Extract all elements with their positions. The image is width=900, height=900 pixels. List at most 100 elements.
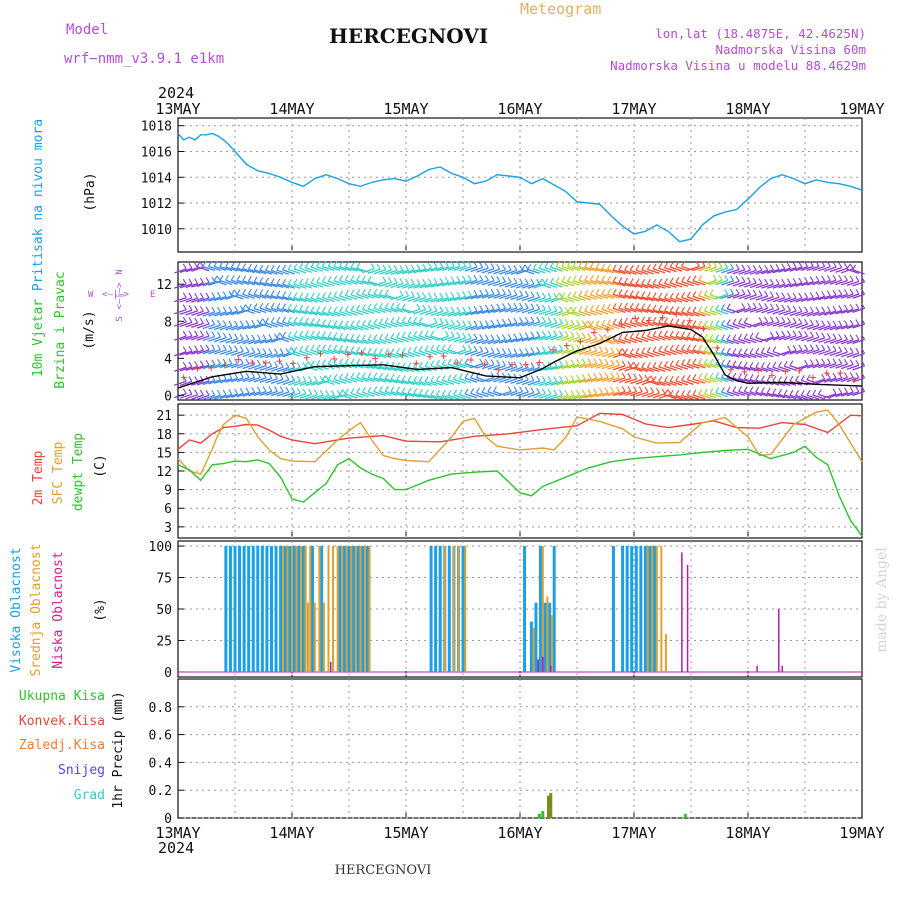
wind-barb bbox=[675, 364, 689, 370]
wind-barb bbox=[732, 365, 746, 371]
wind-barb bbox=[840, 280, 854, 286]
wind-barb bbox=[806, 379, 820, 385]
wind-barb bbox=[185, 394, 198, 400]
wind-barb-flag bbox=[339, 333, 344, 339]
wind-barb-flag bbox=[567, 306, 572, 313]
wind-barb-flag bbox=[641, 316, 646, 323]
wind-barb-flag bbox=[304, 361, 309, 367]
wind-barb-flag bbox=[199, 389, 204, 396]
wind-barb bbox=[664, 349, 677, 356]
high-cloud-bar bbox=[643, 546, 647, 672]
wind-barb bbox=[521, 321, 535, 327]
wind-barb bbox=[373, 307, 386, 314]
wind-barb bbox=[635, 295, 649, 301]
wind-barb bbox=[487, 391, 500, 397]
gust-mark bbox=[440, 353, 447, 360]
wind-barb-flag bbox=[855, 372, 860, 378]
wind-barb-flag bbox=[747, 302, 752, 309]
wind-barb-flag bbox=[524, 316, 529, 323]
wind-barb-flag bbox=[798, 306, 803, 312]
wind-barb-flag bbox=[299, 263, 304, 269]
wind-barb bbox=[766, 268, 780, 274]
wind-barb-flag bbox=[350, 262, 355, 268]
wind-barb-flag bbox=[390, 302, 395, 309]
wind-barb bbox=[174, 366, 187, 372]
wind-barb bbox=[498, 281, 512, 288]
wind-barb bbox=[590, 279, 603, 285]
wind-barb bbox=[498, 269, 512, 275]
wind-barb-flag bbox=[855, 288, 860, 295]
wind-barb-flag bbox=[496, 319, 501, 325]
wind-barb-flag bbox=[441, 390, 446, 396]
wind-barb bbox=[795, 335, 808, 341]
high-cloud-bar bbox=[347, 546, 351, 672]
gust-mark bbox=[208, 364, 215, 371]
wind-barb bbox=[384, 307, 398, 313]
wind-barb-flag bbox=[304, 292, 309, 299]
wind-barb bbox=[755, 269, 768, 275]
wind-barb bbox=[578, 349, 592, 356]
wind-barb bbox=[362, 293, 375, 299]
wind-barb-flag bbox=[844, 289, 848, 295]
y-tick-label: 12 bbox=[156, 465, 172, 480]
wind-barb bbox=[573, 280, 586, 286]
gust-mark bbox=[563, 342, 570, 349]
wind-barb bbox=[441, 379, 455, 386]
wind-barb-flag bbox=[806, 389, 811, 396]
wind-barb-flag bbox=[319, 389, 324, 396]
wind-barb bbox=[618, 338, 632, 344]
wind-barb bbox=[561, 324, 575, 330]
wind-barb-flag bbox=[276, 278, 281, 285]
wind-barb bbox=[356, 392, 369, 398]
wind-barb bbox=[174, 283, 187, 289]
wind-barb-flag bbox=[559, 306, 563, 312]
wind-barb-flag bbox=[772, 361, 777, 368]
wind-barb-flag bbox=[646, 331, 651, 337]
date-tick-label-bottom: 17MAY bbox=[611, 824, 656, 842]
wind-barb-flag bbox=[396, 303, 401, 309]
wind-barb-flag bbox=[422, 292, 427, 298]
wind-barb-flag bbox=[587, 358, 592, 364]
wind-barb-flag bbox=[217, 291, 221, 298]
wind-barb-flag bbox=[787, 330, 791, 337]
wind-barb bbox=[510, 269, 523, 275]
high-cloud-bar bbox=[279, 546, 283, 672]
wind-barb-flag bbox=[635, 316, 640, 323]
wind-barb-flag bbox=[681, 390, 686, 396]
wind-barb bbox=[681, 336, 694, 342]
wind-barb bbox=[829, 350, 842, 357]
wind-barb bbox=[789, 266, 803, 272]
wind-barb bbox=[635, 352, 649, 358]
wind-barb-flag bbox=[268, 372, 273, 379]
wind-barb bbox=[612, 365, 626, 371]
wind-barb bbox=[647, 392, 660, 398]
wind-barb-flag bbox=[581, 332, 586, 339]
wind-barb bbox=[242, 293, 255, 299]
wind-barb-flag bbox=[487, 386, 492, 393]
year-label-bottom: 2024 bbox=[158, 839, 194, 857]
wind-barb-flag bbox=[692, 320, 697, 326]
wind-barb-flag bbox=[496, 347, 501, 354]
wind-barb-flag bbox=[618, 289, 623, 295]
wind-barb bbox=[732, 390, 746, 397]
wind-barb-flag bbox=[339, 306, 344, 312]
wind-barb bbox=[481, 280, 495, 286]
wind-barb bbox=[658, 335, 671, 341]
wind-barb-flag bbox=[401, 347, 406, 354]
wind-barb bbox=[744, 282, 757, 288]
wind-barb-flag bbox=[664, 317, 668, 324]
wind-barb-flag bbox=[430, 330, 435, 337]
gust-mark bbox=[768, 372, 775, 379]
wind-barb-flag bbox=[242, 263, 247, 269]
wind-barb bbox=[219, 393, 233, 400]
dewpt-side-label: dewpt Temp bbox=[71, 433, 86, 511]
wind-barb bbox=[829, 392, 842, 398]
wind-barb bbox=[612, 390, 626, 397]
wind-barb-flag bbox=[783, 360, 788, 367]
wind-barb-flag bbox=[247, 288, 252, 295]
wind-barb-flag bbox=[418, 317, 423, 323]
wind-barb bbox=[584, 294, 597, 300]
wind-barb bbox=[174, 296, 187, 303]
wind-barb-flag bbox=[219, 261, 224, 267]
wind-barb-flag bbox=[367, 347, 372, 354]
